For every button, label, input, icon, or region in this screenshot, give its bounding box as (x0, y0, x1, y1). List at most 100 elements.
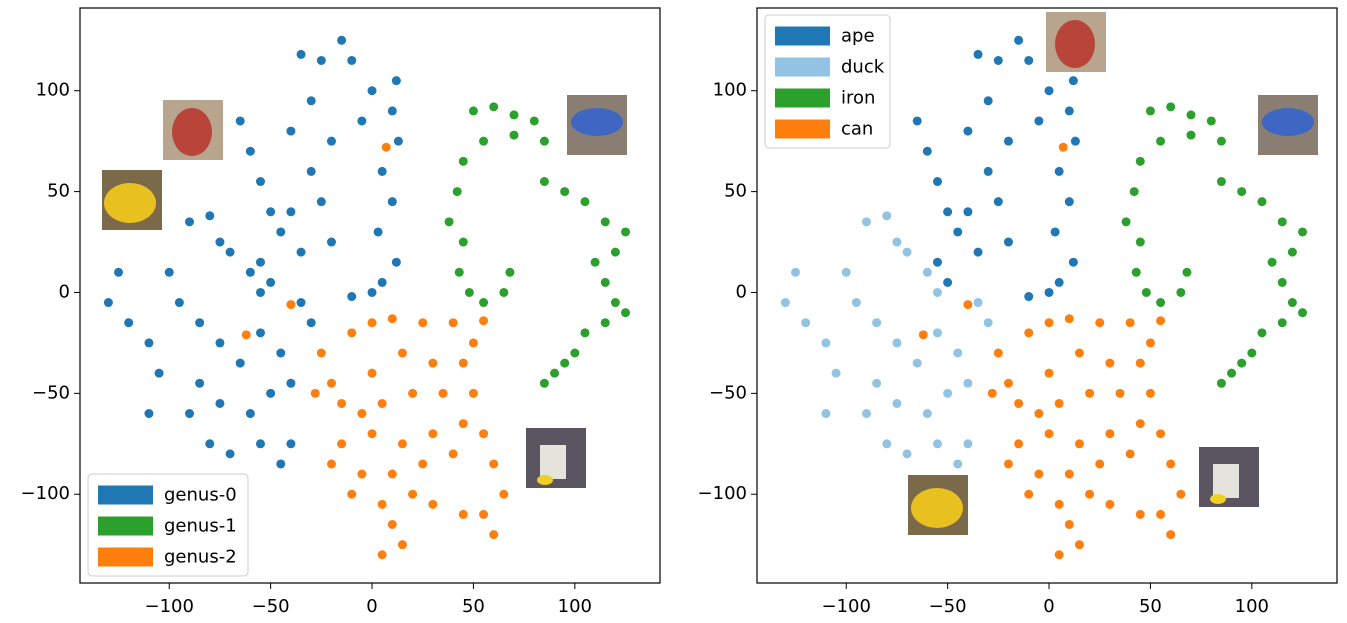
point (1156, 298, 1165, 307)
point (144, 409, 153, 418)
point (378, 500, 387, 509)
legend-label: genus-1 (164, 516, 237, 537)
point (621, 227, 630, 236)
point (337, 439, 346, 448)
point (242, 330, 251, 339)
point (459, 419, 468, 428)
point (175, 298, 184, 307)
point (611, 248, 620, 257)
point (357, 409, 366, 418)
thumb-iron (1258, 95, 1318, 155)
point (1136, 157, 1145, 166)
point (144, 338, 153, 347)
point (984, 96, 993, 105)
point (1055, 278, 1064, 287)
point (1136, 238, 1145, 247)
point (882, 439, 891, 448)
point (398, 540, 407, 549)
legend-swatch (775, 58, 830, 77)
point (388, 520, 397, 529)
point (903, 449, 912, 458)
point (1257, 197, 1266, 206)
point (1186, 110, 1195, 119)
point (394, 137, 403, 146)
legend-label: can (841, 119, 873, 140)
point (418, 459, 427, 468)
point (1278, 318, 1287, 327)
point (872, 379, 881, 388)
point (1247, 349, 1256, 358)
legend-swatch (775, 27, 830, 46)
point (317, 56, 326, 65)
point (459, 157, 468, 166)
point (1130, 187, 1139, 196)
point (580, 328, 589, 337)
point (1105, 500, 1114, 509)
point (479, 510, 488, 519)
point (821, 338, 830, 347)
point (1136, 419, 1145, 428)
point (872, 318, 881, 327)
y-tick-label: 100 (36, 80, 70, 101)
point (311, 389, 320, 398)
point (1004, 238, 1013, 247)
legend-swatch (775, 120, 830, 139)
point (266, 207, 275, 216)
point (408, 490, 417, 499)
point (1075, 439, 1084, 448)
point (984, 318, 993, 327)
point (297, 248, 306, 257)
point (388, 314, 397, 323)
point (428, 359, 437, 368)
point (611, 298, 620, 307)
point (155, 369, 164, 378)
point (347, 292, 356, 301)
point (1217, 177, 1226, 186)
point (1055, 550, 1064, 559)
point (540, 177, 549, 186)
legend-label: genus-0 (164, 485, 237, 506)
point (963, 439, 972, 448)
point (994, 349, 1003, 358)
point (791, 268, 800, 277)
x-tick-label: 0 (366, 596, 377, 617)
point (327, 379, 336, 388)
point (1156, 137, 1165, 146)
point (1146, 338, 1155, 347)
point (378, 399, 387, 408)
thumb-duck (908, 475, 968, 535)
point (963, 300, 972, 309)
thumb-iron (567, 95, 627, 155)
point (580, 197, 589, 206)
point (1004, 137, 1013, 146)
point (1045, 86, 1054, 95)
point (368, 86, 377, 95)
point (297, 50, 306, 59)
y-tick-label: −50 (32, 382, 70, 403)
point (378, 278, 387, 287)
point (994, 197, 1003, 206)
point (1227, 369, 1236, 378)
point (226, 248, 235, 257)
point (943, 389, 952, 398)
point (246, 268, 255, 277)
point (276, 227, 285, 236)
point (246, 409, 255, 418)
point (842, 268, 851, 277)
point (459, 359, 468, 368)
point (317, 349, 326, 358)
point (185, 409, 194, 418)
point (453, 187, 462, 196)
point (195, 318, 204, 327)
x-tick-label: 0 (1043, 596, 1054, 617)
point (469, 338, 478, 347)
point (923, 147, 932, 156)
point (1176, 490, 1185, 499)
point (1055, 399, 1064, 408)
point (499, 288, 508, 297)
point (933, 258, 942, 267)
point (953, 349, 962, 358)
point (1132, 268, 1141, 277)
thumb-duck (102, 170, 162, 230)
